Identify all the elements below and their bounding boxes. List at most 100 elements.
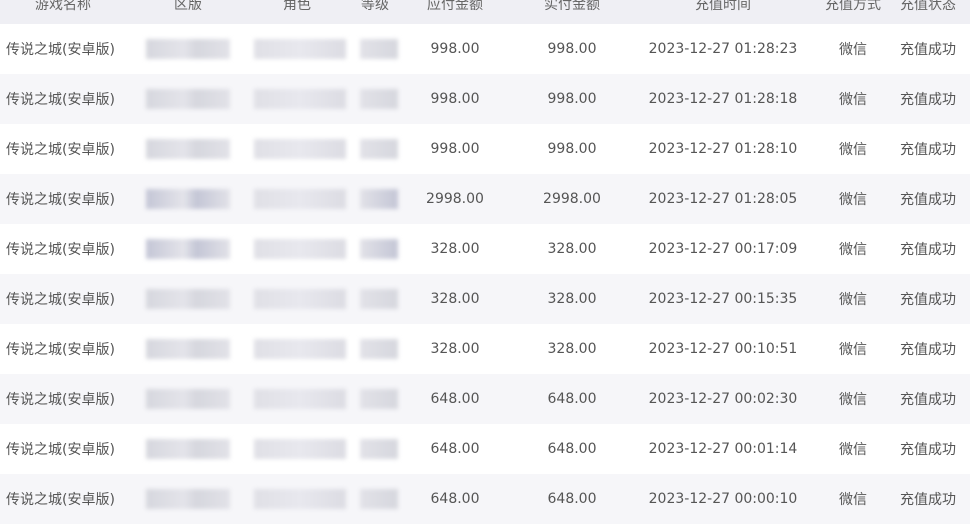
header-level: 等级 (361, 0, 389, 13)
recharge-method: 微信 (839, 292, 867, 308)
game-name: 传说之城(安卓版) (6, 492, 115, 508)
header-role: 角色 (283, 0, 311, 13)
payable-amount: 998.00 (430, 141, 480, 157)
recharge-time: 2023-12-27 01:28:10 (648, 141, 798, 157)
server-redacted (146, 39, 230, 59)
game-name: 传说之城(安卓版) (6, 442, 115, 458)
game-name: 传说之城(安卓版) (6, 292, 115, 308)
table-row: 传说之城(安卓版) 2998.00 2998.00 2023-12-27 01:28:… (0, 174, 970, 224)
level-redacted (360, 39, 398, 59)
table-row: 传说之城(安卓版) 648.00 648.00 2023-12-27 00:01:14… (0, 424, 970, 474)
table-row: 传说之城(安卓版) 328.00 328.00 2023-12-27 00:15:35… (0, 274, 970, 324)
paid-amount: 648.00 (547, 491, 597, 507)
payable-amount: 648.00 (430, 391, 480, 407)
paid-amount: 998.00 (547, 41, 597, 57)
recharge-time: 2023-12-27 00:17:09 (648, 241, 798, 257)
level-redacted (360, 89, 398, 109)
paid-amount: 2998.00 (543, 191, 601, 207)
paid-amount: 998.00 (547, 91, 597, 107)
payable-amount: 998.00 (430, 41, 480, 57)
table-row: 传说之城(安卓版) 998.00 998.00 2023-12-27 01:28:18… (0, 74, 970, 124)
recharge-status: 充值成功 (900, 92, 956, 108)
payable-amount: 328.00 (430, 291, 480, 307)
recharge-time: 2023-12-27 00:01:14 (648, 441, 798, 457)
level-redacted (360, 439, 398, 459)
recharge-status: 充值成功 (900, 342, 956, 358)
server-redacted (146, 289, 230, 309)
role-redacted (254, 339, 346, 359)
recharge-method: 微信 (839, 192, 867, 208)
server-redacted (146, 389, 230, 409)
game-name: 传说之城(安卓版) (6, 242, 115, 258)
recharge-method: 微信 (839, 342, 867, 358)
recharge-time: 2023-12-27 00:02:30 (648, 391, 798, 407)
game-name: 传说之城(安卓版) (6, 342, 115, 358)
server-redacted (146, 189, 230, 209)
game-name: 传说之城(安卓版) (6, 92, 115, 108)
server-redacted (146, 439, 230, 459)
paid-amount: 328.00 (547, 291, 597, 307)
recharge-time: 2023-12-27 01:28:05 (648, 191, 798, 207)
header-server: 区版 (174, 0, 202, 13)
recharge-status: 充值成功 (900, 392, 956, 408)
paid-amount: 648.00 (547, 441, 597, 457)
recharge-status: 充值成功 (900, 442, 956, 458)
recharge-status: 充值成功 (900, 42, 956, 58)
role-redacted (254, 39, 346, 59)
paid-amount: 998.00 (547, 141, 597, 157)
header-status: 充值状态 (900, 0, 956, 13)
recharge-time: 2023-12-27 00:00:10 (648, 491, 798, 507)
recharge-method: 微信 (839, 92, 867, 108)
role-redacted (254, 389, 346, 409)
game-name: 传说之城(安卓版) (6, 42, 115, 58)
payable-amount: 328.00 (430, 341, 480, 357)
paid-amount: 328.00 (547, 341, 597, 357)
header-payable: 应付金额 (427, 0, 483, 13)
payable-amount: 2998.00 (426, 191, 484, 207)
role-redacted (254, 489, 346, 509)
recharge-status: 充值成功 (900, 142, 956, 158)
role-redacted (254, 239, 346, 259)
level-redacted (360, 239, 398, 259)
level-redacted (360, 289, 398, 309)
header-game-name: 游戏名称 (35, 0, 91, 13)
server-redacted (146, 339, 230, 359)
game-name: 传说之城(安卓版) (6, 142, 115, 158)
level-redacted (360, 389, 398, 409)
role-redacted (254, 289, 346, 309)
game-name: 传说之城(安卓版) (6, 192, 115, 208)
recharge-status: 充值成功 (900, 292, 956, 308)
payable-amount: 328.00 (430, 241, 480, 257)
role-redacted (254, 189, 346, 209)
recharge-status: 充值成功 (900, 242, 956, 258)
header-method: 充值方式 (825, 0, 881, 13)
server-redacted (146, 239, 230, 259)
recharge-time: 2023-12-27 01:28:18 (648, 91, 798, 107)
header-time: 充值时间 (695, 0, 751, 13)
table-row: 传说之城(安卓版) 998.00 998.00 2023-12-27 01:28:23… (0, 24, 970, 74)
role-redacted (254, 439, 346, 459)
payable-amount: 648.00 (430, 441, 480, 457)
level-redacted (360, 339, 398, 359)
role-redacted (254, 139, 346, 159)
header-paid: 实付金额 (544, 0, 600, 13)
table-row: 传说之城(安卓版) 648.00 648.00 2023-12-27 00:00:10… (0, 474, 970, 524)
level-redacted (360, 489, 398, 509)
recharge-method: 微信 (839, 142, 867, 158)
server-redacted (146, 489, 230, 509)
recharge-method: 微信 (839, 492, 867, 508)
game-name: 传说之城(安卓版) (6, 392, 115, 408)
recharge-method: 微信 (839, 42, 867, 58)
paid-amount: 328.00 (547, 241, 597, 257)
recharge-time: 2023-12-27 01:28:23 (648, 41, 798, 57)
payable-amount: 648.00 (430, 491, 480, 507)
table-row: 传说之城(安卓版) 328.00 328.00 2023-12-27 00:10:51… (0, 324, 970, 374)
server-redacted (146, 89, 230, 109)
level-redacted (360, 139, 398, 159)
table-header: 游戏名称 区版 角色 等级 应付金额 实付金额 充值时间 充值方式 充值状态 (0, 0, 970, 24)
table-row: 传说之城(安卓版) 998.00 998.00 2023-12-27 01:28:10… (0, 124, 970, 174)
recharge-method: 微信 (839, 242, 867, 258)
level-redacted (360, 189, 398, 209)
recharge-method: 微信 (839, 442, 867, 458)
